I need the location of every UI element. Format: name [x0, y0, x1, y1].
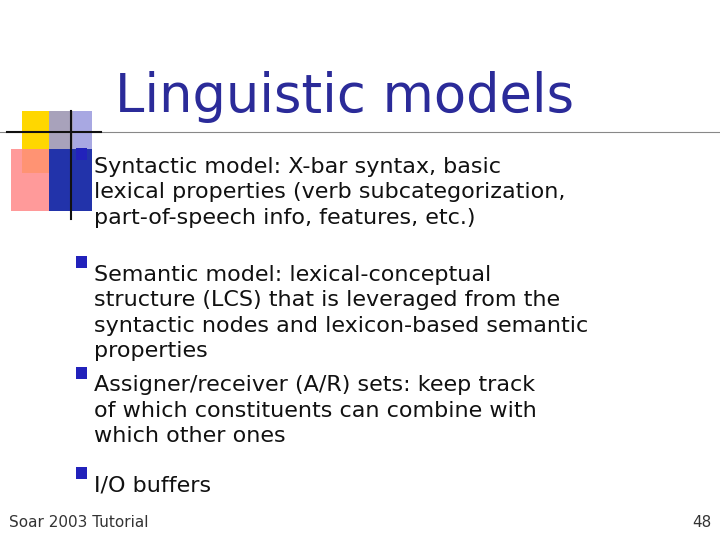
Text: Assigner/receiver (A/R) sets: keep track
of which constituents can combine with
: Assigner/receiver (A/R) sets: keep track…: [94, 375, 536, 447]
Bar: [22, 111, 73, 173]
Text: Syntactic model: X-bar syntax, basic
lexical properties (verb subcategorization,: Syntactic model: X-bar syntax, basic lex…: [94, 157, 565, 228]
Text: Soar 2003 Tutorial: Soar 2003 Tutorial: [9, 515, 148, 530]
Bar: [76, 256, 87, 268]
Bar: [49, 148, 92, 211]
Bar: [11, 148, 63, 211]
Text: I/O buffers: I/O buffers: [94, 475, 211, 495]
Bar: [76, 367, 87, 379]
Bar: [49, 111, 92, 173]
Bar: [76, 467, 87, 479]
Text: Semantic model: lexical-conceptual
structure (LCS) that is leveraged from the
sy: Semantic model: lexical-conceptual struc…: [94, 265, 588, 361]
Bar: [76, 148, 87, 160]
Text: 48: 48: [692, 515, 711, 530]
Text: Linguistic models: Linguistic models: [115, 71, 575, 123]
